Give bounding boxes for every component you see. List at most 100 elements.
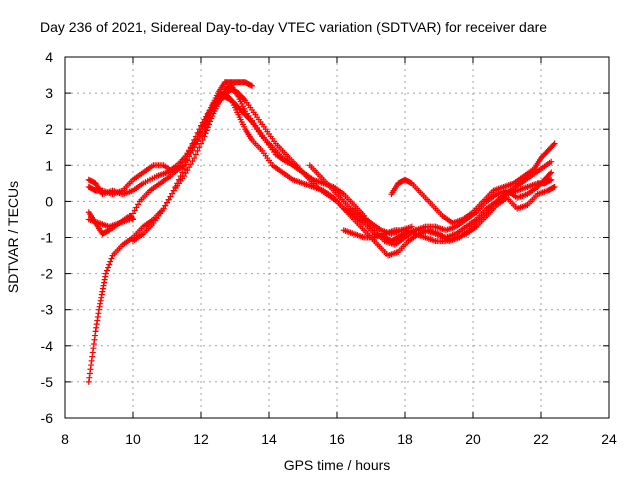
data-point [179,159,186,166]
x-tick-label: 10 [125,431,141,447]
data-point [103,267,110,274]
plot-frame [64,56,610,419]
y-tick-label: -2 [41,266,54,282]
data-point [167,193,174,200]
y-axis-label: SDTVAR / TECUs [5,181,21,293]
x-tick-label: 16 [329,431,345,447]
data-point [205,121,212,128]
data-point [551,140,558,147]
data-point [174,180,181,187]
data-point [182,170,189,177]
data-point [203,127,210,134]
data-series [85,79,558,385]
data-point [172,183,179,190]
data-point [547,170,554,177]
chart-title: Day 236 of 2021, Sidereal Day-to-day VTE… [40,19,547,35]
y-tick-label: -3 [41,302,54,318]
series-track-8 [340,183,558,245]
data-point [204,124,211,131]
data-point [408,223,415,230]
data-point [187,161,194,168]
data-point [164,199,170,206]
data-point [203,115,210,122]
data-point [199,137,206,144]
data-point [160,205,167,212]
data-point [102,270,109,277]
data-point [548,158,555,165]
data-point [186,164,193,171]
y-tick-label: -5 [41,374,54,390]
y-tick-label: -1 [41,230,54,246]
data-point [107,258,114,265]
x-tick-label: 18 [397,431,413,447]
data-point [184,150,191,157]
data-point [206,109,213,116]
data-point [135,201,142,208]
data-point [184,157,191,164]
data-point [194,133,201,140]
y-tick-label: 1 [45,157,53,173]
data-point [170,187,177,194]
data-point [186,153,193,160]
data-point [191,155,198,162]
x-tick-label: 24 [601,431,617,447]
data-point [201,133,208,140]
data-point [130,210,136,217]
data-point [187,149,194,156]
series-track-9 [85,212,136,230]
x-tick-label: 14 [261,431,277,447]
y-tick-label: 2 [45,121,53,137]
data-point [550,184,557,191]
x-tick-label: 8 [61,431,69,447]
data-point [247,82,254,89]
data-point [130,216,136,223]
data-point [133,204,140,211]
data-point [548,169,555,176]
data-point [106,261,113,268]
data-point [108,255,115,262]
data-point [165,196,172,203]
data-point [204,112,211,119]
x-tick-label: 12 [193,431,209,447]
data-point [199,129,206,136]
x-tick-label: 22 [533,431,549,447]
data-point [181,165,187,172]
y-tick-label: -4 [41,338,54,354]
data-point [208,106,215,113]
data-point [196,144,203,151]
data-point [181,156,187,163]
data-point [177,162,184,169]
data-point [192,137,199,144]
y-tick-label: 3 [45,85,53,101]
data-point [209,103,216,110]
data-point [179,169,186,176]
data-point [201,118,208,125]
data-point [547,177,554,184]
data-point [207,118,214,125]
data-point [175,176,182,183]
data-point [162,202,169,209]
data-point [249,82,255,89]
data-point [189,158,196,165]
data-point [184,167,191,174]
data-point [293,162,300,169]
data-point [202,130,209,137]
data-point [194,147,201,154]
data-point [192,151,199,158]
data-point [105,264,112,271]
data-point [131,207,138,214]
data-point [191,140,198,147]
data-point [548,176,555,183]
series-track-5 [130,82,300,245]
series-track-7 [388,140,558,227]
y-tick-label: -6 [41,410,54,426]
data-point [177,173,184,180]
y-tick-label: 0 [45,193,53,209]
data-point [550,141,557,148]
x-axis-label: GPS time / hours [284,457,391,473]
data-point [189,144,196,151]
data-point [198,126,204,133]
